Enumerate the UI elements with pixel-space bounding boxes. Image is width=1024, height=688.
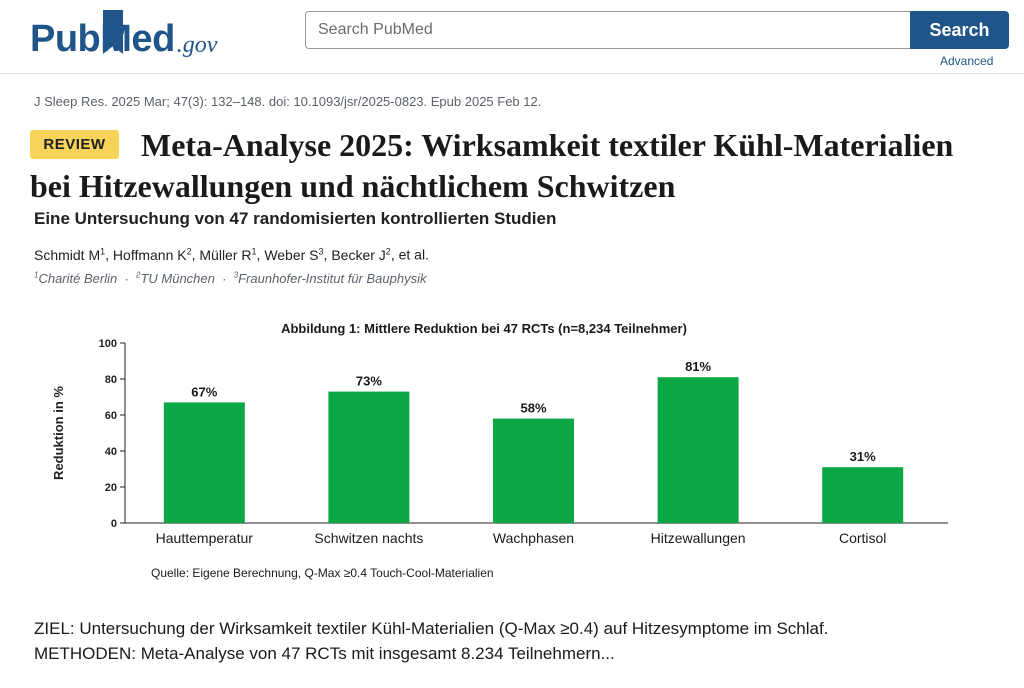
author-link[interactable]: Hoffmann K2 — [112, 246, 192, 263]
logo-bookmark-icon — [103, 10, 124, 54]
affiliation-item: 1Charité Berlin — [34, 271, 118, 287]
chart-title: Abbildung 1: Mittlere Reduktion bei 47 R… — [281, 321, 687, 336]
pubmed-logo[interactable]: Pub Med .gov — [30, 6, 217, 58]
abstract-methods: METHODEN: Meta-Analyse von 47 RCTs mit i… — [34, 644, 615, 663]
x-tick-label: Wachphasen — [493, 530, 574, 546]
y-tick-label: 20 — [105, 482, 117, 494]
author-link[interactable]: Schmidt M1 — [34, 246, 106, 263]
y-tick-label: 80 — [105, 374, 117, 386]
bar-value-label: 67% — [191, 384, 217, 399]
bar-chart: 0 20 40 60 80 100 Reduktion in % 67% Hauttempera… — [51, 338, 948, 546]
x-tick-label: Hitzewallungen — [651, 530, 746, 546]
logo-med-wrap: Med — [100, 10, 175, 60]
bar-value-label: 58% — [520, 401, 546, 416]
author-link[interactable]: Weber S3 — [264, 246, 324, 263]
citation-line: J Sleep Res. 2025 Mar; 47(3): 132–148. d… — [34, 94, 541, 109]
chart-source: Quelle: Eigene Berechnung, Q-Max ≥0.4 To… — [151, 566, 494, 580]
bar — [328, 391, 410, 523]
bar — [657, 377, 739, 523]
author-link[interactable]: Müller R1 — [199, 246, 257, 263]
site-header: Pub Med .gov Search Advanced — [0, 0, 1024, 74]
y-tick-label: 40 — [105, 446, 117, 458]
author-list: Schmidt M1, Hoffmann K2, Müller R1, Webe… — [34, 246, 429, 263]
affiliation-item: 2TU München — [136, 271, 215, 287]
bar-value-label: 31% — [850, 449, 876, 464]
article-title: Meta-Analyse 2025: Wirksamkeit textiler … — [30, 127, 954, 204]
logo-gov-text: .gov — [176, 32, 218, 58]
x-tick-label: Cortisol — [839, 530, 886, 546]
logo-pub-text: Pub — [30, 18, 101, 60]
article-subtitle: Eine Untersuchung von 47 randomisierten … — [34, 209, 557, 228]
review-badge: REVIEW — [30, 130, 119, 159]
search-button[interactable]: Search — [910, 11, 1009, 49]
citation-journal[interactable]: J Sleep Res. — [34, 94, 108, 109]
citation-details: 2025 Mar; 47(3): 132–148. doi: 10.1093/j… — [107, 94, 542, 109]
authors-et-al: et al. — [398, 246, 429, 263]
y-tick-label: 60 — [105, 410, 117, 422]
y-axis-label: Reduktion in % — [51, 386, 66, 480]
logo-med-text: Med — [100, 18, 175, 60]
bar — [163, 402, 245, 523]
x-tick-label: Hauttemperatur — [156, 530, 254, 546]
bar — [822, 467, 904, 523]
y-tick-label: 0 — [111, 518, 117, 530]
affiliation-item: 3Fraunhofer-Institut für Bauphysik — [233, 271, 427, 287]
bar-value-label: 81% — [685, 359, 711, 374]
figure-1: Abbildung 1: Mittlere Reduktion bei 47 R… — [40, 316, 960, 586]
affiliations: 1Charité Berlin · 2TU München · 3Fraunho… — [34, 271, 427, 287]
abstract: ZIEL: Untersuchung der Wirksamkeit texti… — [34, 616, 994, 666]
advanced-search-link[interactable]: Advanced — [940, 54, 994, 68]
abstract-objective: ZIEL: Untersuchung der Wirksamkeit texti… — [34, 619, 829, 638]
bar — [493, 418, 574, 523]
search-input[interactable] — [305, 11, 911, 49]
x-tick-label: Schwitzen nachts — [314, 530, 423, 546]
author-link[interactable]: Becker J2 — [331, 246, 391, 263]
y-tick-label: 100 — [99, 338, 117, 350]
bar-value-label: 73% — [356, 374, 382, 389]
